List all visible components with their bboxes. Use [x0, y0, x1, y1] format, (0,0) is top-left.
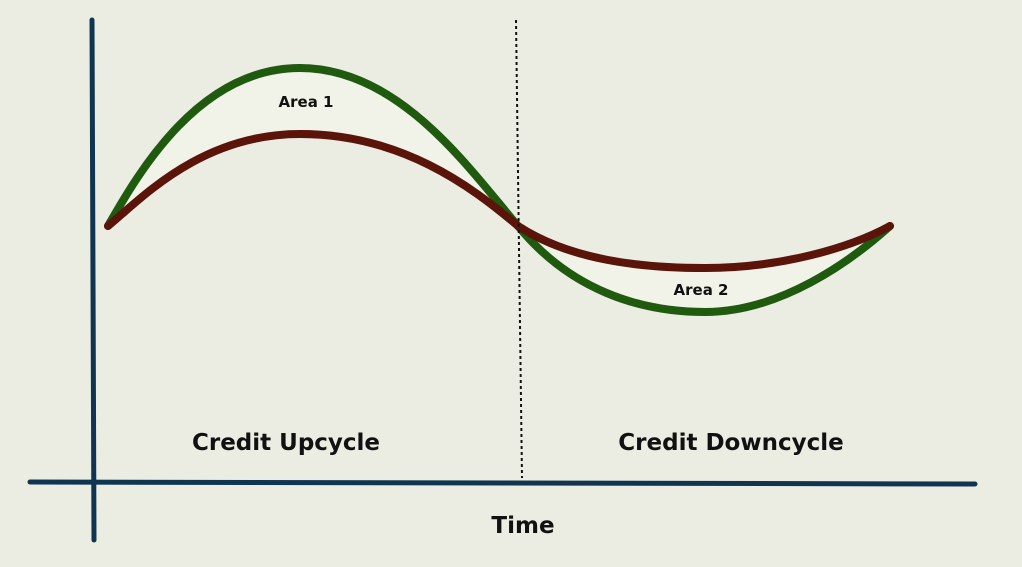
x-axis-label: Time: [491, 513, 554, 539]
area-2-label: Area 2: [674, 281, 729, 299]
area-1-label: Area 1: [279, 93, 334, 111]
credit-downcycle-label: Credit Downcycle: [618, 430, 843, 456]
inner-curve: [104, 129, 894, 273]
y-axis: [89, 17, 97, 543]
credit-upcycle-label: Credit Upcycle: [192, 430, 380, 456]
x-axis: [27, 479, 978, 487]
cycle-divider-line: [515, 19, 523, 479]
area-1-region: [108, 68, 518, 226]
